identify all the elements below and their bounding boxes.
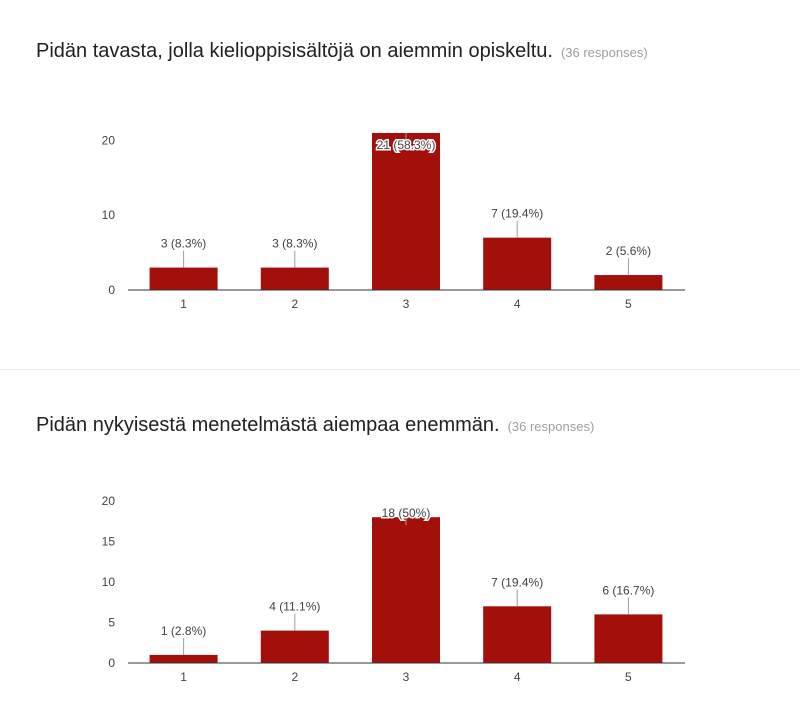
x-tick-label: 2	[291, 670, 298, 684]
data-label: 3 (8.3%)	[272, 237, 317, 251]
x-tick-label: 3	[403, 670, 410, 684]
data-label: 2 (5.6%)	[606, 244, 651, 258]
y-tick-label: 15	[102, 535, 116, 549]
question-text: Pidän nykyisestä menetelmästä aiempaa en…	[36, 414, 500, 436]
bar-chart-2: 0 5 10 15 20 1 (2.8%) 1 4 (11.1%) 2 18 (50%) 3 7 (1…	[102, 494, 685, 684]
x-tick-label: 4	[514, 297, 521, 311]
response-count: (36 responses)	[560, 45, 648, 60]
x-tick-label: 2	[291, 297, 298, 311]
x-tick-label: 1	[180, 670, 187, 684]
bar	[483, 606, 552, 663]
x-tick-label: 1	[180, 297, 187, 311]
bar	[260, 630, 329, 663]
data-label: 6 (16.7%)	[602, 583, 654, 597]
x-tick-label: 5	[625, 297, 632, 311]
data-label: 7 (19.4%)	[491, 575, 543, 589]
bar	[149, 654, 218, 663]
response-count: (36 responses)	[507, 419, 595, 434]
x-tick-label: 4	[514, 670, 521, 684]
bar	[483, 237, 552, 290]
question-title-2: Pidän nykyisestä menetelmästä aiempaa en…	[36, 414, 594, 437]
data-label: 18 (50%)	[382, 506, 431, 520]
question-card-2: Pidän nykyisestä menetelmästä aiempaa en…	[0, 371, 800, 713]
card-divider	[0, 369, 800, 370]
x-tick-label: 5	[625, 670, 632, 684]
bar	[372, 517, 440, 663]
y-tick-label: 20	[102, 494, 116, 508]
y-tick-label: 20	[102, 133, 116, 147]
x-tick-label: 3	[403, 297, 410, 311]
data-label: 3 (8.3%)	[161, 237, 206, 251]
question-text: Pidän tavasta, jolla kielioppisisältöjä …	[36, 40, 553, 62]
data-label: 4 (11.1%)	[269, 600, 320, 614]
data-label: 21 (58.3%)	[377, 138, 436, 152]
bar	[594, 275, 663, 290]
bar	[594, 614, 663, 663]
y-tick-label: 0	[108, 283, 115, 297]
y-tick-label: 0	[108, 656, 115, 670]
question-title-1: Pidän tavasta, jolla kielioppisisältöjä …	[36, 40, 648, 63]
bar	[149, 267, 218, 290]
y-tick-label: 10	[102, 208, 116, 222]
y-tick-label: 10	[102, 575, 116, 589]
bar	[372, 133, 440, 290]
data-label: 1 (2.8%)	[161, 624, 206, 638]
y-tick-label: 5	[108, 616, 115, 630]
bar	[260, 267, 329, 290]
bar-chart-1: 0 10 20 3 (8.3%) 1 3 (8.3%) 2 21 (58.3%) 3 7 (19.…	[102, 133, 685, 311]
question-card-1: Pidän tavasta, jolla kielioppisisältöjä …	[36, 40, 685, 311]
data-label: 7 (19.4%)	[491, 207, 543, 221]
